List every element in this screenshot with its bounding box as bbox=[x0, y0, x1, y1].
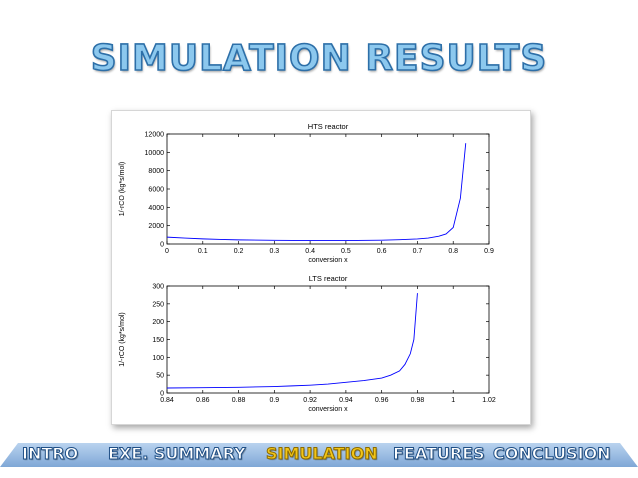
slide-title: SIMULATION RESULTS bbox=[90, 37, 548, 80]
nav-features[interactable]: FEATURES bbox=[393, 444, 486, 464]
chart-2-ytick-label: 0 bbox=[160, 391, 164, 398]
chart-1-xtick-label: 0.9 bbox=[484, 248, 494, 255]
chart-1-xtick-label: 0.2 bbox=[234, 248, 244, 255]
chart-2-ytick-label: 300 bbox=[152, 284, 164, 291]
nav-simulation[interactable]: SIMULATION bbox=[266, 444, 379, 464]
chart-1-ytick-label: 6000 bbox=[148, 187, 164, 194]
chart-1-xtick-label: 0.4 bbox=[305, 248, 315, 255]
chart-1-series-line bbox=[166, 143, 467, 241]
chart-2-xtick-label: 0.9 bbox=[269, 397, 279, 404]
chart-1-title: HTS reactor bbox=[308, 122, 349, 131]
chart-2-ytick-label: 250 bbox=[152, 301, 164, 308]
chart-1-xtick-label: 0 bbox=[165, 248, 169, 255]
nav-band bbox=[0, 443, 638, 467]
chart-1-ytick-label: 4000 bbox=[148, 205, 164, 212]
chart-1-xtick-label: 0.7 bbox=[413, 248, 423, 255]
chart-1-xtick-label: 0.3 bbox=[269, 248, 279, 255]
chart-2-ytick-label: 50 bbox=[156, 373, 164, 380]
chart-2-xlabel: conversion x bbox=[308, 406, 348, 413]
chart-2-ytick-label: 200 bbox=[152, 319, 164, 326]
chart-2-ylabel: 1/-rCO (kg*s/mol) bbox=[119, 312, 126, 366]
chart-2-xtick-label: 0.88 bbox=[232, 397, 246, 404]
nav-conclusion[interactable]: CONCLUSION bbox=[493, 444, 612, 464]
chart-1-xlabel: conversion x bbox=[308, 257, 348, 264]
chart-2-xtick-label: 0.86 bbox=[196, 397, 210, 404]
chart-1-xtick-label: 0.6 bbox=[377, 248, 387, 255]
chart-2-xtick-label: 0.94 bbox=[339, 397, 353, 404]
chart-2-title: LTS reactor bbox=[309, 274, 348, 283]
chart-2-xtick-label: 1.02 bbox=[482, 397, 496, 404]
chart-2-ytick-label: 100 bbox=[152, 355, 164, 362]
chart-2-xtick-label: 0.84 bbox=[160, 397, 174, 404]
nav-exe-summary[interactable]: EXE. SUMMARY bbox=[108, 444, 247, 464]
chart-1-ytick-label: 10000 bbox=[145, 150, 165, 157]
chart-2-xtick-label: 1 bbox=[451, 397, 455, 404]
chart-1-xtick-label: 0.8 bbox=[448, 248, 458, 255]
chart-1-ytick-label: 12000 bbox=[145, 132, 165, 139]
chart-1-ytick-label: 8000 bbox=[148, 168, 164, 175]
chart-1-ylabel: 1/-rCO (kg*s/mol) bbox=[119, 162, 126, 216]
charts-canvas: HTS reactor 0 0.1 0.2 0.3 0.4 0.5 0.6 0.7 0.8 0.9 0… bbox=[119, 122, 496, 413]
nav-intro[interactable]: INTRO bbox=[21, 444, 79, 464]
chart-1-ytick-label: 0 bbox=[160, 242, 164, 249]
chart-2-series-line bbox=[166, 293, 418, 389]
chart-2-ytick-label: 150 bbox=[152, 337, 164, 344]
chart-1-xtick-label: 0.5 bbox=[341, 248, 351, 255]
chart-2-xtick-label: 0.96 bbox=[375, 397, 389, 404]
chart-1-ytick-label: 2000 bbox=[148, 223, 164, 230]
chart-2-xtick-label: 0.98 bbox=[411, 397, 425, 404]
chart-2-xtick-label: 0.92 bbox=[303, 397, 317, 404]
chart-1-plot-area bbox=[166, 133, 490, 245]
figure-panel: HTS reactor 0 0.1 0.2 0.3 0.4 0.5 0.6 0.7 0.8 0.9 0… bbox=[111, 110, 531, 425]
nav-band-shape bbox=[0, 443, 638, 467]
chart-1-xtick-label: 0.1 bbox=[198, 248, 208, 255]
chart-2-plot-area bbox=[166, 285, 490, 394]
